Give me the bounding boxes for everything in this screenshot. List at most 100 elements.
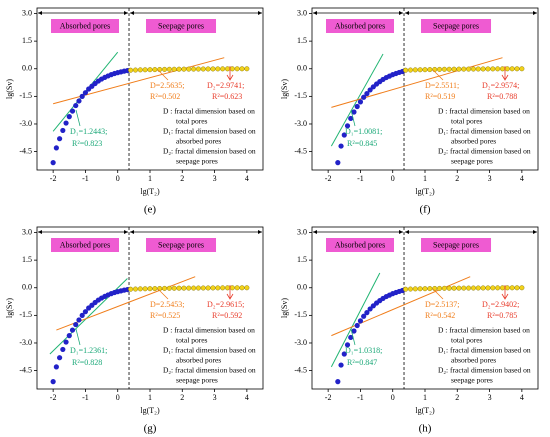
data-point <box>348 115 354 122</box>
data-point <box>66 114 72 120</box>
data-point <box>519 285 525 291</box>
region-label: Absorbed pores <box>335 21 385 30</box>
region-box <box>326 238 394 252</box>
data-point <box>53 364 59 370</box>
pointer-arrow <box>501 285 509 300</box>
data-point <box>60 127 66 134</box>
annotation: R²=0.502 <box>150 92 180 101</box>
data-point <box>514 285 520 291</box>
data-point <box>210 285 216 291</box>
data-point <box>53 145 59 151</box>
data-point <box>354 103 360 110</box>
pointer-arrow <box>226 66 234 81</box>
data-point <box>354 322 360 329</box>
data-point <box>417 286 423 292</box>
data-point <box>485 285 491 291</box>
definition: absorbed pores <box>451 356 496 365</box>
data-point <box>480 285 486 291</box>
data-point <box>451 66 457 72</box>
pointer-arrow <box>75 109 81 127</box>
y-tick-label: -1.5 <box>19 310 32 319</box>
data-point <box>361 313 367 319</box>
region-box <box>146 19 217 33</box>
data-point <box>229 66 235 72</box>
data-point <box>142 67 148 73</box>
annotation: R²=0.823 <box>72 139 102 148</box>
x-tick-label: -1 <box>82 393 89 402</box>
y-tick-label: -1.5 <box>294 91 307 100</box>
data-point <box>338 143 344 149</box>
y-tick-label: -3.0 <box>294 119 307 128</box>
data-point <box>220 66 226 72</box>
y-tick-label: -1.5 <box>294 310 307 319</box>
data-point <box>224 285 230 291</box>
annotation: R²=0.542 <box>425 311 455 320</box>
y-tick-label: 1.5 <box>297 36 307 45</box>
data-point <box>205 66 211 72</box>
data-point <box>200 66 206 72</box>
fit-line <box>49 278 128 355</box>
definition: D₁: fractal dimension based on <box>163 127 256 136</box>
data-point <box>166 66 172 72</box>
x-tick-label: 2 <box>455 174 459 183</box>
data-point <box>351 328 357 334</box>
data-point <box>480 66 486 72</box>
y-tick-label: -3.0 <box>294 338 307 347</box>
y-tick-label: 0.0 <box>22 283 32 292</box>
x-tick-label: 3 <box>213 174 217 183</box>
region-label: Absorbed pores <box>60 240 110 249</box>
definition: total pores <box>451 117 483 126</box>
annotation: D₁=1.2443; <box>70 127 107 136</box>
x-tick-label: -1 <box>82 174 89 183</box>
data-point <box>205 285 211 291</box>
y-tick-label: 3.0 <box>297 227 307 236</box>
pointer-arrow <box>350 109 356 127</box>
data-point <box>171 285 177 291</box>
definition: D : fractal dimension based on <box>438 107 530 116</box>
data-point <box>128 67 134 73</box>
y-tick-label: -4.5 <box>19 146 32 155</box>
data-point <box>461 66 467 72</box>
panel: 3.0 1.5 0.0 -1.5 -3.0 -4.5 -2 -1 0 1 2 3 4 lg(T₂) lg(S… <box>280 226 539 435</box>
data-point <box>470 285 476 291</box>
data-point <box>403 67 409 73</box>
definition: absorbed pores <box>176 137 221 146</box>
x-tick-label: 1 <box>148 393 152 402</box>
pointer-arrow <box>350 328 356 346</box>
data-point <box>162 285 168 291</box>
y-tick-label: 3.0 <box>22 227 32 236</box>
annotation: D₂=2.9741; <box>207 81 244 90</box>
data-point <box>341 351 347 357</box>
data-point <box>76 317 82 323</box>
data-point <box>437 285 443 291</box>
panel-label: (h) <box>419 423 432 435</box>
data-point <box>244 285 250 291</box>
data-point <box>504 285 510 291</box>
region-label: Seepage pores <box>158 240 204 249</box>
fit-line <box>53 57 225 105</box>
y-axis-label: lg(Sv) <box>280 79 289 99</box>
data-point <box>367 87 373 93</box>
annotation: D₂=2.9615; <box>207 300 244 309</box>
data-point <box>519 66 525 72</box>
region-box <box>421 19 492 33</box>
pointer-arrow <box>157 69 169 81</box>
x-tick-label: 0 <box>391 174 395 183</box>
data-point <box>176 66 182 72</box>
x-tick-label: 4 <box>520 174 524 183</box>
data-point <box>412 286 418 292</box>
region-box <box>326 19 394 33</box>
data-point <box>456 66 462 72</box>
region-label: Seepage pores <box>433 240 479 249</box>
data-point <box>171 66 177 72</box>
data-point <box>186 66 192 72</box>
data-point <box>441 66 447 72</box>
data-point <box>407 67 413 73</box>
panel-label: (e) <box>144 204 157 216</box>
data-point <box>427 67 433 73</box>
annotation: D₁=1.0318; <box>345 346 382 355</box>
annotation: D=2.5137; <box>425 300 460 309</box>
data-point <box>57 136 63 142</box>
y-tick-label: 3.0 <box>22 8 32 17</box>
x-tick-label: 2 <box>180 393 184 402</box>
